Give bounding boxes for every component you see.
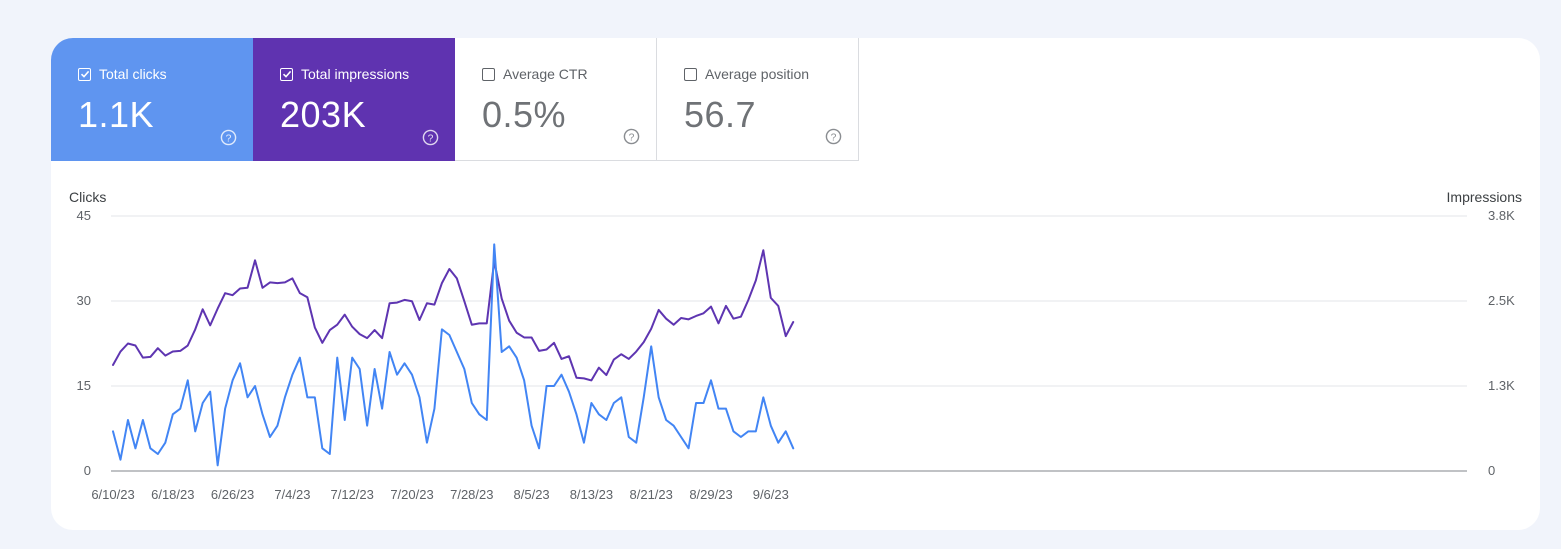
x-axis-tick-label: 6/18/23 xyxy=(151,487,194,502)
average-position-label: Average position xyxy=(705,66,810,82)
total-impressions-tile[interactable]: Total impressions 203K ? xyxy=(253,38,455,161)
svg-text:?: ? xyxy=(428,133,434,144)
ctr-checkbox[interactable] xyxy=(482,67,495,81)
help-circle-icon[interactable]: ? xyxy=(220,129,237,146)
performance-card: Clicks Impressions 0 15 30 45 0 1.3K 2.5K 3.8K… xyxy=(51,38,1540,530)
average-position-tile[interactable]: Average position 56.7 ? xyxy=(657,38,859,161)
check-icon xyxy=(282,70,291,78)
x-axis-tick-label: 7/28/23 xyxy=(450,487,493,502)
chart-gridlines xyxy=(111,215,1467,472)
metric-tiles: Total clicks 1.1K ? Total impressions 20… xyxy=(51,38,859,162)
x-axis-tick-label: 8/13/23 xyxy=(570,487,613,502)
svg-text:?: ? xyxy=(226,133,232,144)
x-axis-tick-label: 8/29/23 xyxy=(689,487,732,502)
left-axis-tick-label: 45 xyxy=(77,208,91,223)
svg-text:?: ? xyxy=(831,132,837,143)
left-axis-tick-label: 30 xyxy=(77,293,91,308)
right-axis-title: Impressions xyxy=(1447,189,1522,205)
total-impressions-value: 203K xyxy=(280,94,367,135)
average-ctr-value: 0.5% xyxy=(482,94,567,135)
total-clicks-label: Total clicks xyxy=(99,66,167,82)
check-icon xyxy=(80,70,89,78)
average-ctr-tile[interactable]: Average CTR 0.5% ? xyxy=(455,38,657,161)
help-circle-icon[interactable]: ? xyxy=(422,129,439,146)
x-axis-tick-label: 9/6/23 xyxy=(753,487,789,502)
total-clicks-value: 1.1K xyxy=(78,94,155,135)
total-impressions-label: Total impressions xyxy=(301,66,410,82)
chart-series xyxy=(112,243,795,467)
x-axis-tick-label: 7/12/23 xyxy=(331,487,374,502)
x-axis-tick-label: 8/5/23 xyxy=(514,487,550,502)
position-checkbox[interactable] xyxy=(684,67,697,81)
average-ctr-label: Average CTR xyxy=(503,66,588,82)
clicks-series-line xyxy=(112,243,795,467)
right-axis-tick-label: 2.5K xyxy=(1488,293,1515,308)
left-axis-tick-label: 15 xyxy=(77,378,91,393)
right-axis-tick-label: 0 xyxy=(1488,463,1495,478)
right-axis-tick-label: 1.3K xyxy=(1488,378,1515,393)
help-circle-icon[interactable]: ? xyxy=(825,128,842,145)
right-axis-tick-label: 3.8K xyxy=(1488,208,1515,223)
svg-text:?: ? xyxy=(629,132,635,143)
left-axis-title: Clicks xyxy=(69,189,106,205)
x-axis-labels: 6/10/23 6/18/23 6/26/23 7/4/23 7/12/23 7/20/2… xyxy=(91,487,789,502)
x-axis-tick-label: 7/20/23 xyxy=(390,487,433,502)
x-axis-tick-label: 6/10/23 xyxy=(91,487,134,502)
x-axis-tick-label: 7/4/23 xyxy=(274,487,310,502)
impressions-series-line xyxy=(112,249,795,382)
x-axis-tick-label: 6/26/23 xyxy=(211,487,254,502)
help-circle-icon[interactable]: ? xyxy=(623,128,640,145)
total-clicks-tile[interactable]: Total clicks 1.1K ? xyxy=(51,38,253,161)
left-axis-tick-label: 0 xyxy=(84,463,91,478)
clicks-checkbox[interactable] xyxy=(78,67,91,81)
x-axis-tick-label: 8/21/23 xyxy=(630,487,673,502)
impressions-checkbox[interactable] xyxy=(280,67,293,81)
right-axis-labels: 0 1.3K 2.5K 3.8K xyxy=(1488,208,1515,478)
average-position-value: 56.7 xyxy=(684,94,757,135)
left-axis-labels: 0 15 30 45 xyxy=(77,208,91,478)
